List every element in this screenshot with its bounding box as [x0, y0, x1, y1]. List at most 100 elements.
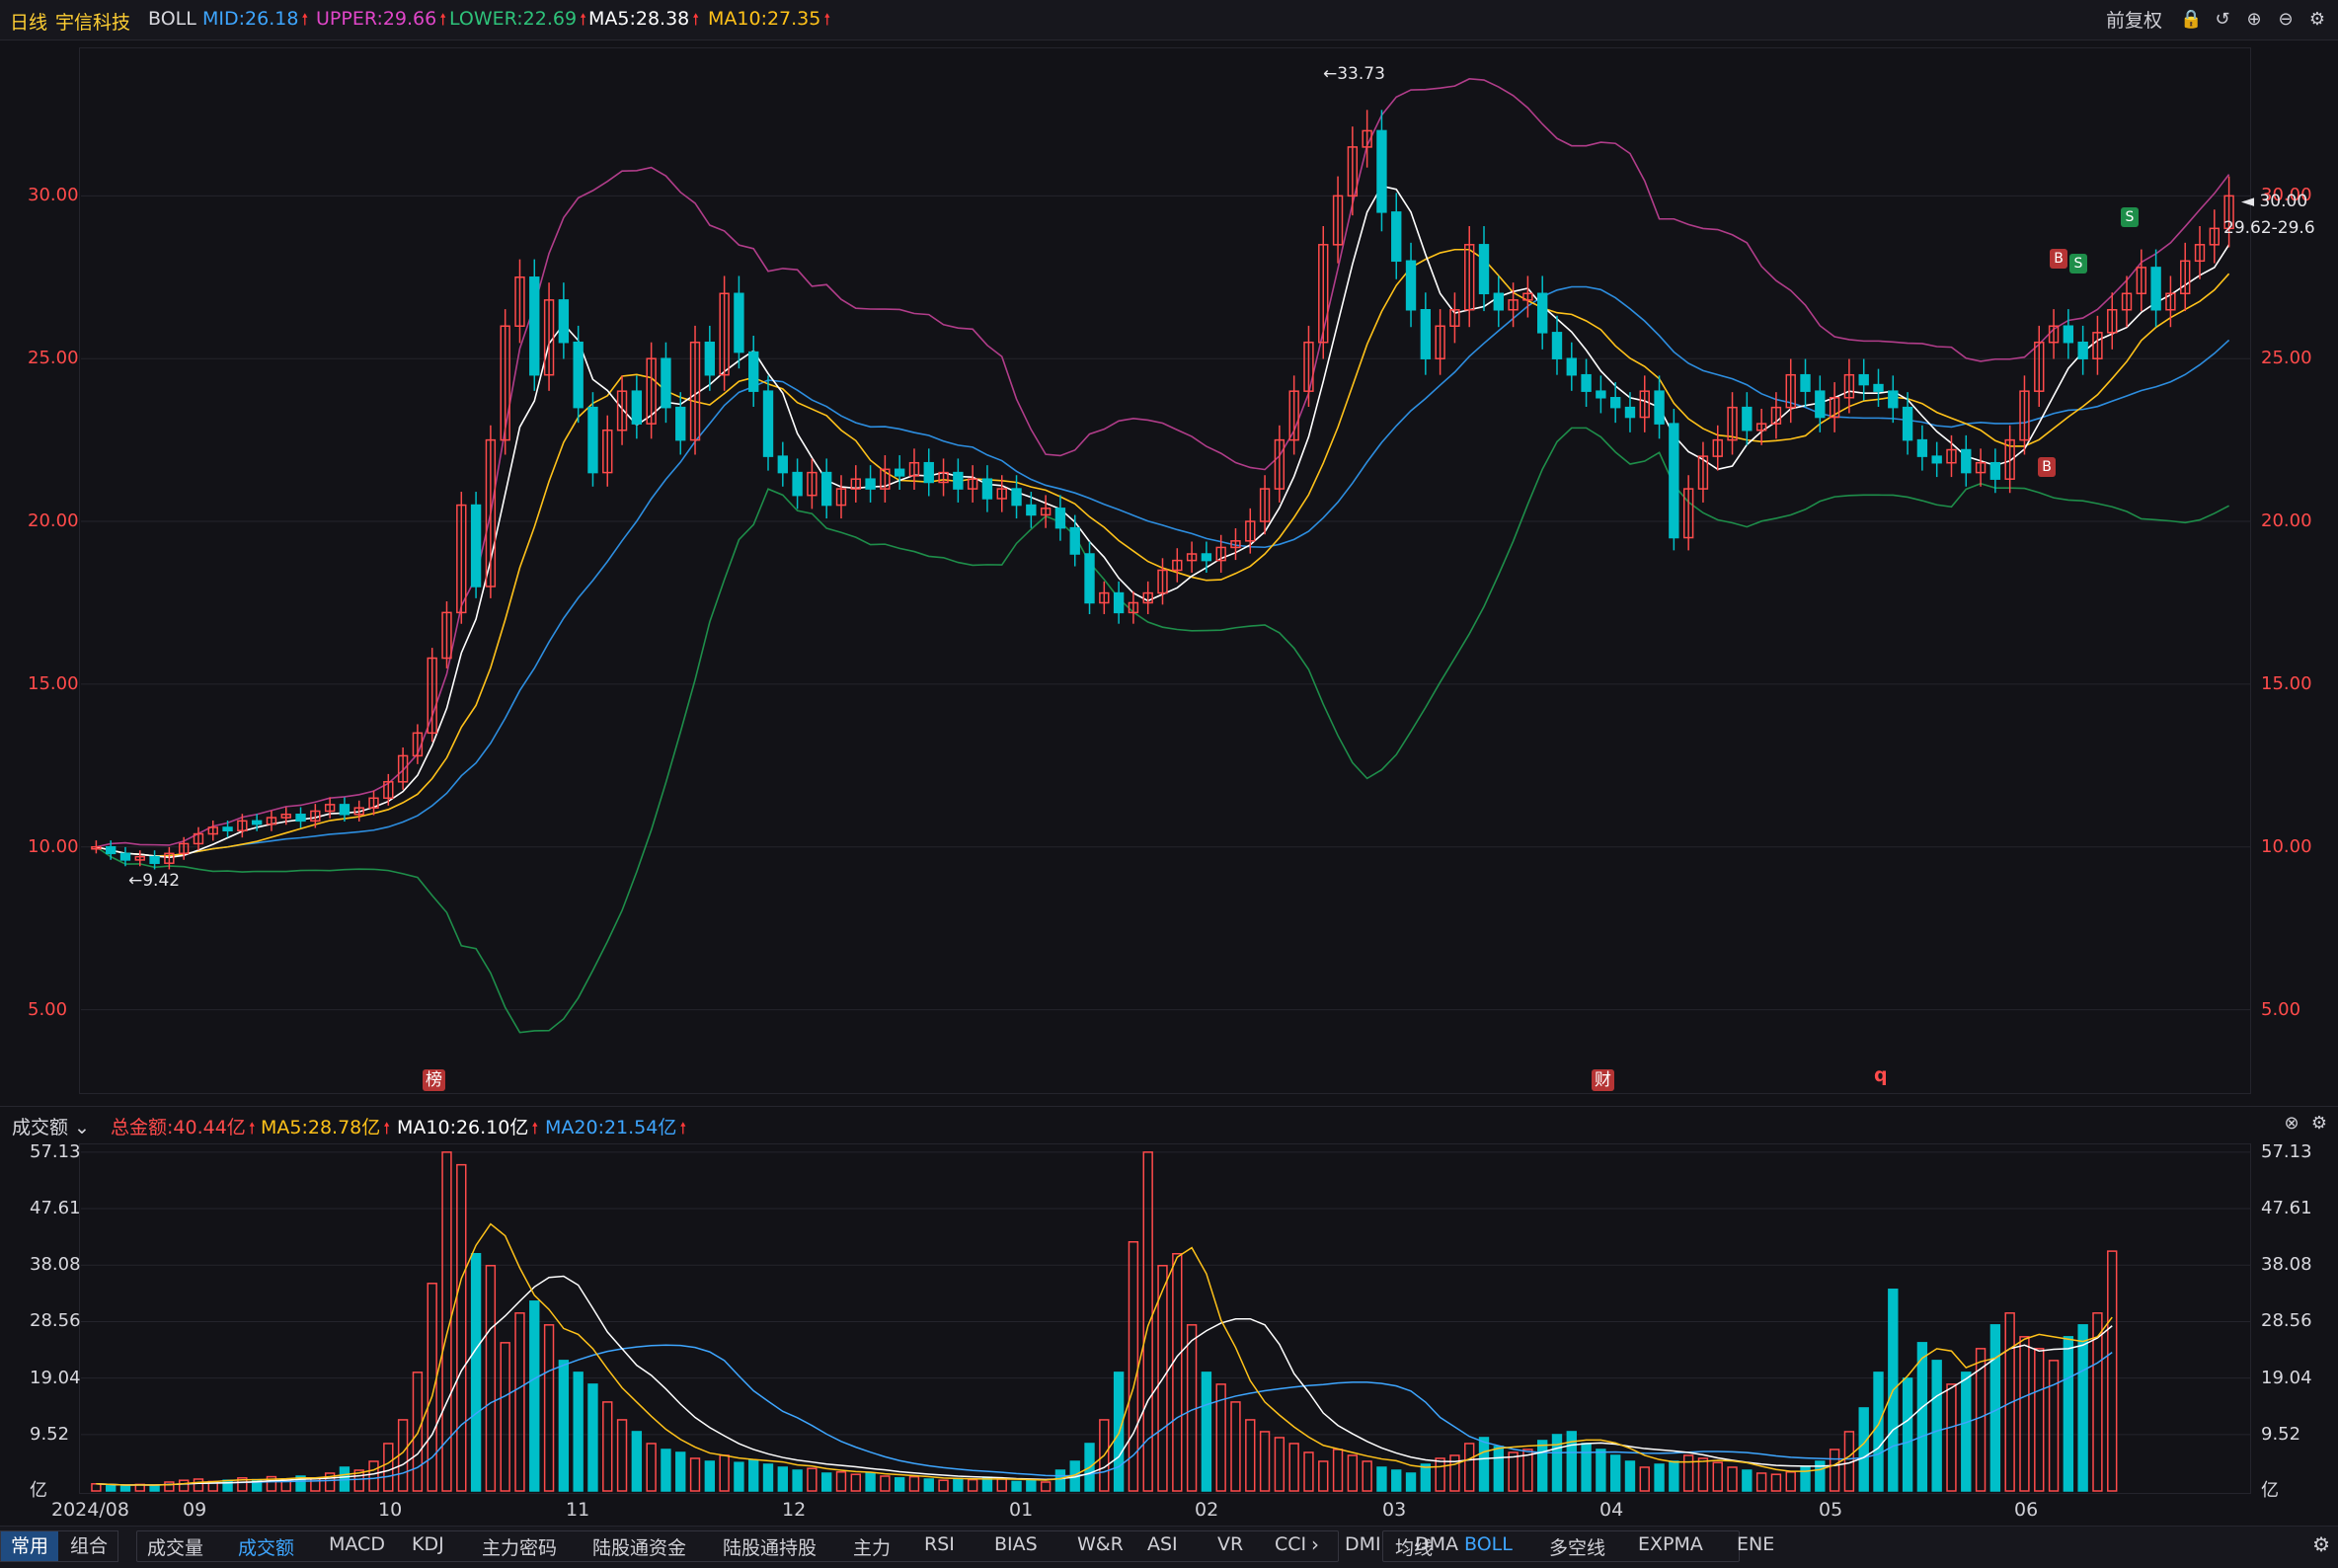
- zoom-out-icon[interactable]: ⊖: [2278, 8, 2294, 30]
- volume-bar: [1639, 1466, 1650, 1492]
- indicator-tab[interactable]: 成交额: [238, 1537, 295, 1559]
- x-tick-label: 05: [1819, 1499, 1843, 1521]
- volume-bar: [1142, 1151, 1153, 1492]
- indicator-tab[interactable]: 主力密码: [482, 1537, 558, 1559]
- adjust-select[interactable]: 前复权: [2105, 10, 2162, 32]
- overlay-tab[interactable]: 均线: [1395, 1537, 1434, 1559]
- volume-bar: [1172, 1252, 1183, 1492]
- volume-tick-label: 57.13: [30, 1140, 81, 1162]
- candle-body: [2063, 325, 2074, 344]
- volume-tick-label: 亿: [30, 1480, 47, 1501]
- overlay-tab[interactable]: BOLL: [1464, 1533, 1513, 1555]
- indicator-tab[interactable]: W&R: [1077, 1533, 1124, 1555]
- candle-body: [237, 820, 248, 831]
- volume-bar: [1551, 1434, 1563, 1492]
- x-tick-label: 01: [1009, 1499, 1034, 1521]
- volume-bar: [1391, 1469, 1402, 1492]
- stock-name: 宇信科技: [55, 12, 131, 34]
- indicator-tab[interactable]: 成交量: [147, 1537, 204, 1559]
- volume-bar: [1654, 1463, 1665, 1492]
- volume-bar: [689, 1457, 701, 1492]
- candle-body: [1201, 553, 1212, 562]
- candle-body: [543, 299, 555, 376]
- candle-body: [1508, 299, 1519, 311]
- indicator-tab[interactable]: CCI: [1275, 1533, 1307, 1555]
- candle-body: [616, 390, 628, 431]
- buy-signal[interactable]: B: [2050, 249, 2067, 269]
- close-panel-icon[interactable]: ⊗: [2284, 1113, 2299, 1134]
- indicator-tab[interactable]: MACD: [329, 1533, 385, 1555]
- buy-signal[interactable]: B: [2038, 457, 2056, 477]
- candle-body: [1829, 397, 1840, 419]
- volume-bar: [1946, 1383, 1957, 1492]
- candle-body: [704, 341, 716, 376]
- price-chart-frame[interactable]: [79, 47, 2251, 1094]
- volume-bar: [237, 1477, 248, 1492]
- volume-tick-label: 28.56: [30, 1310, 81, 1332]
- x-tick-label: 02: [1195, 1499, 1219, 1521]
- volume-bar: [1435, 1457, 1445, 1492]
- panel-settings-icon[interactable]: ⚙: [2310, 1113, 2328, 1134]
- indicator-tab[interactable]: VR: [1217, 1533, 1244, 1555]
- indicator-tab[interactable]: 主力: [853, 1537, 892, 1559]
- candle-body: [894, 468, 905, 477]
- volume-bar: [1376, 1466, 1387, 1492]
- volume-bar: [1011, 1480, 1022, 1492]
- candle-body: [719, 292, 730, 376]
- sell-signal[interactable]: S: [2069, 254, 2087, 274]
- candle-body: [762, 390, 774, 457]
- candle-body: [1946, 448, 1957, 464]
- volume-bar: [1347, 1454, 1359, 1492]
- volume-bar: [1054, 1469, 1066, 1492]
- volume-bar: [2107, 1250, 2118, 1492]
- sell-signal[interactable]: S: [2121, 207, 2139, 227]
- volume-bar: [2048, 1360, 2060, 1492]
- candle-body: [1609, 397, 1621, 409]
- volume-tick-label: 28.56: [2261, 1310, 2312, 1332]
- indicator-tab[interactable]: 陆股通资金: [592, 1537, 687, 1559]
- volume-chart-frame[interactable]: [79, 1143, 2251, 1494]
- overlay-tab[interactable]: ENE: [1737, 1533, 1775, 1555]
- bang-marker[interactable]: 榜: [423, 1069, 445, 1091]
- indicator-tab[interactable]: ASI: [1147, 1533, 1178, 1555]
- candle-body: [1288, 390, 1299, 441]
- candle-body: [1989, 461, 2001, 480]
- lock-icon[interactable]: 🔒: [2180, 8, 2203, 30]
- indicator-tab[interactable]: DMI: [1345, 1533, 1381, 1555]
- tab-combo[interactable]: 组合: [69, 1535, 108, 1557]
- volume-bar: [1537, 1440, 1548, 1492]
- candle-body: [2194, 244, 2206, 263]
- indicator-tab[interactable]: BIAS: [994, 1533, 1038, 1555]
- candle-body: [1245, 520, 1256, 542]
- overlay-tab[interactable]: EXPMA: [1638, 1533, 1703, 1555]
- volume-indicator-select[interactable]: 成交额 ⌄: [12, 1117, 90, 1138]
- cai-marker[interactable]: 财: [1592, 1069, 1614, 1091]
- undo-icon[interactable]: ↺: [2215, 8, 2230, 30]
- zoom-in-icon[interactable]: ⊕: [2246, 8, 2262, 30]
- volume-bar: [1712, 1461, 1723, 1492]
- overlay-tab[interactable]: 多空线: [1549, 1537, 1606, 1559]
- volume-bar: [1858, 1407, 1869, 1492]
- candle-body: [1420, 309, 1432, 359]
- candle-body: [1142, 591, 1153, 604]
- tab-common[interactable]: 常用: [1, 1531, 58, 1561]
- indicator-tab[interactable]: 陆股通持股: [723, 1537, 818, 1559]
- settings-icon[interactable]: ⚙: [2308, 8, 2326, 30]
- volume-tick-label: 47.61: [2261, 1198, 2312, 1219]
- indicator-name[interactable]: BOLL: [148, 8, 196, 30]
- volume-bar: [383, 1443, 394, 1492]
- indicator-tab[interactable]: RSI: [924, 1533, 955, 1555]
- toolbar-settings-icon[interactable]: ⚙: [2312, 1532, 2330, 1556]
- period-label[interactable]: 日线: [10, 12, 48, 34]
- volume-bar: [646, 1443, 657, 1492]
- volume-tick-label: 19.04: [2261, 1367, 2312, 1388]
- volume-bar: [1800, 1466, 1811, 1492]
- candle-body: [1742, 406, 1753, 431]
- indicator-tab[interactable]: KDJ: [412, 1533, 444, 1555]
- more-indicators-icon[interactable]: ›: [1311, 1532, 1319, 1556]
- candle-body: [675, 406, 686, 441]
- indicator-tab[interactable]: DMA: [1415, 1533, 1459, 1555]
- volume-bar: [1770, 1473, 1782, 1492]
- q-marker[interactable]: q: [1874, 1064, 1888, 1086]
